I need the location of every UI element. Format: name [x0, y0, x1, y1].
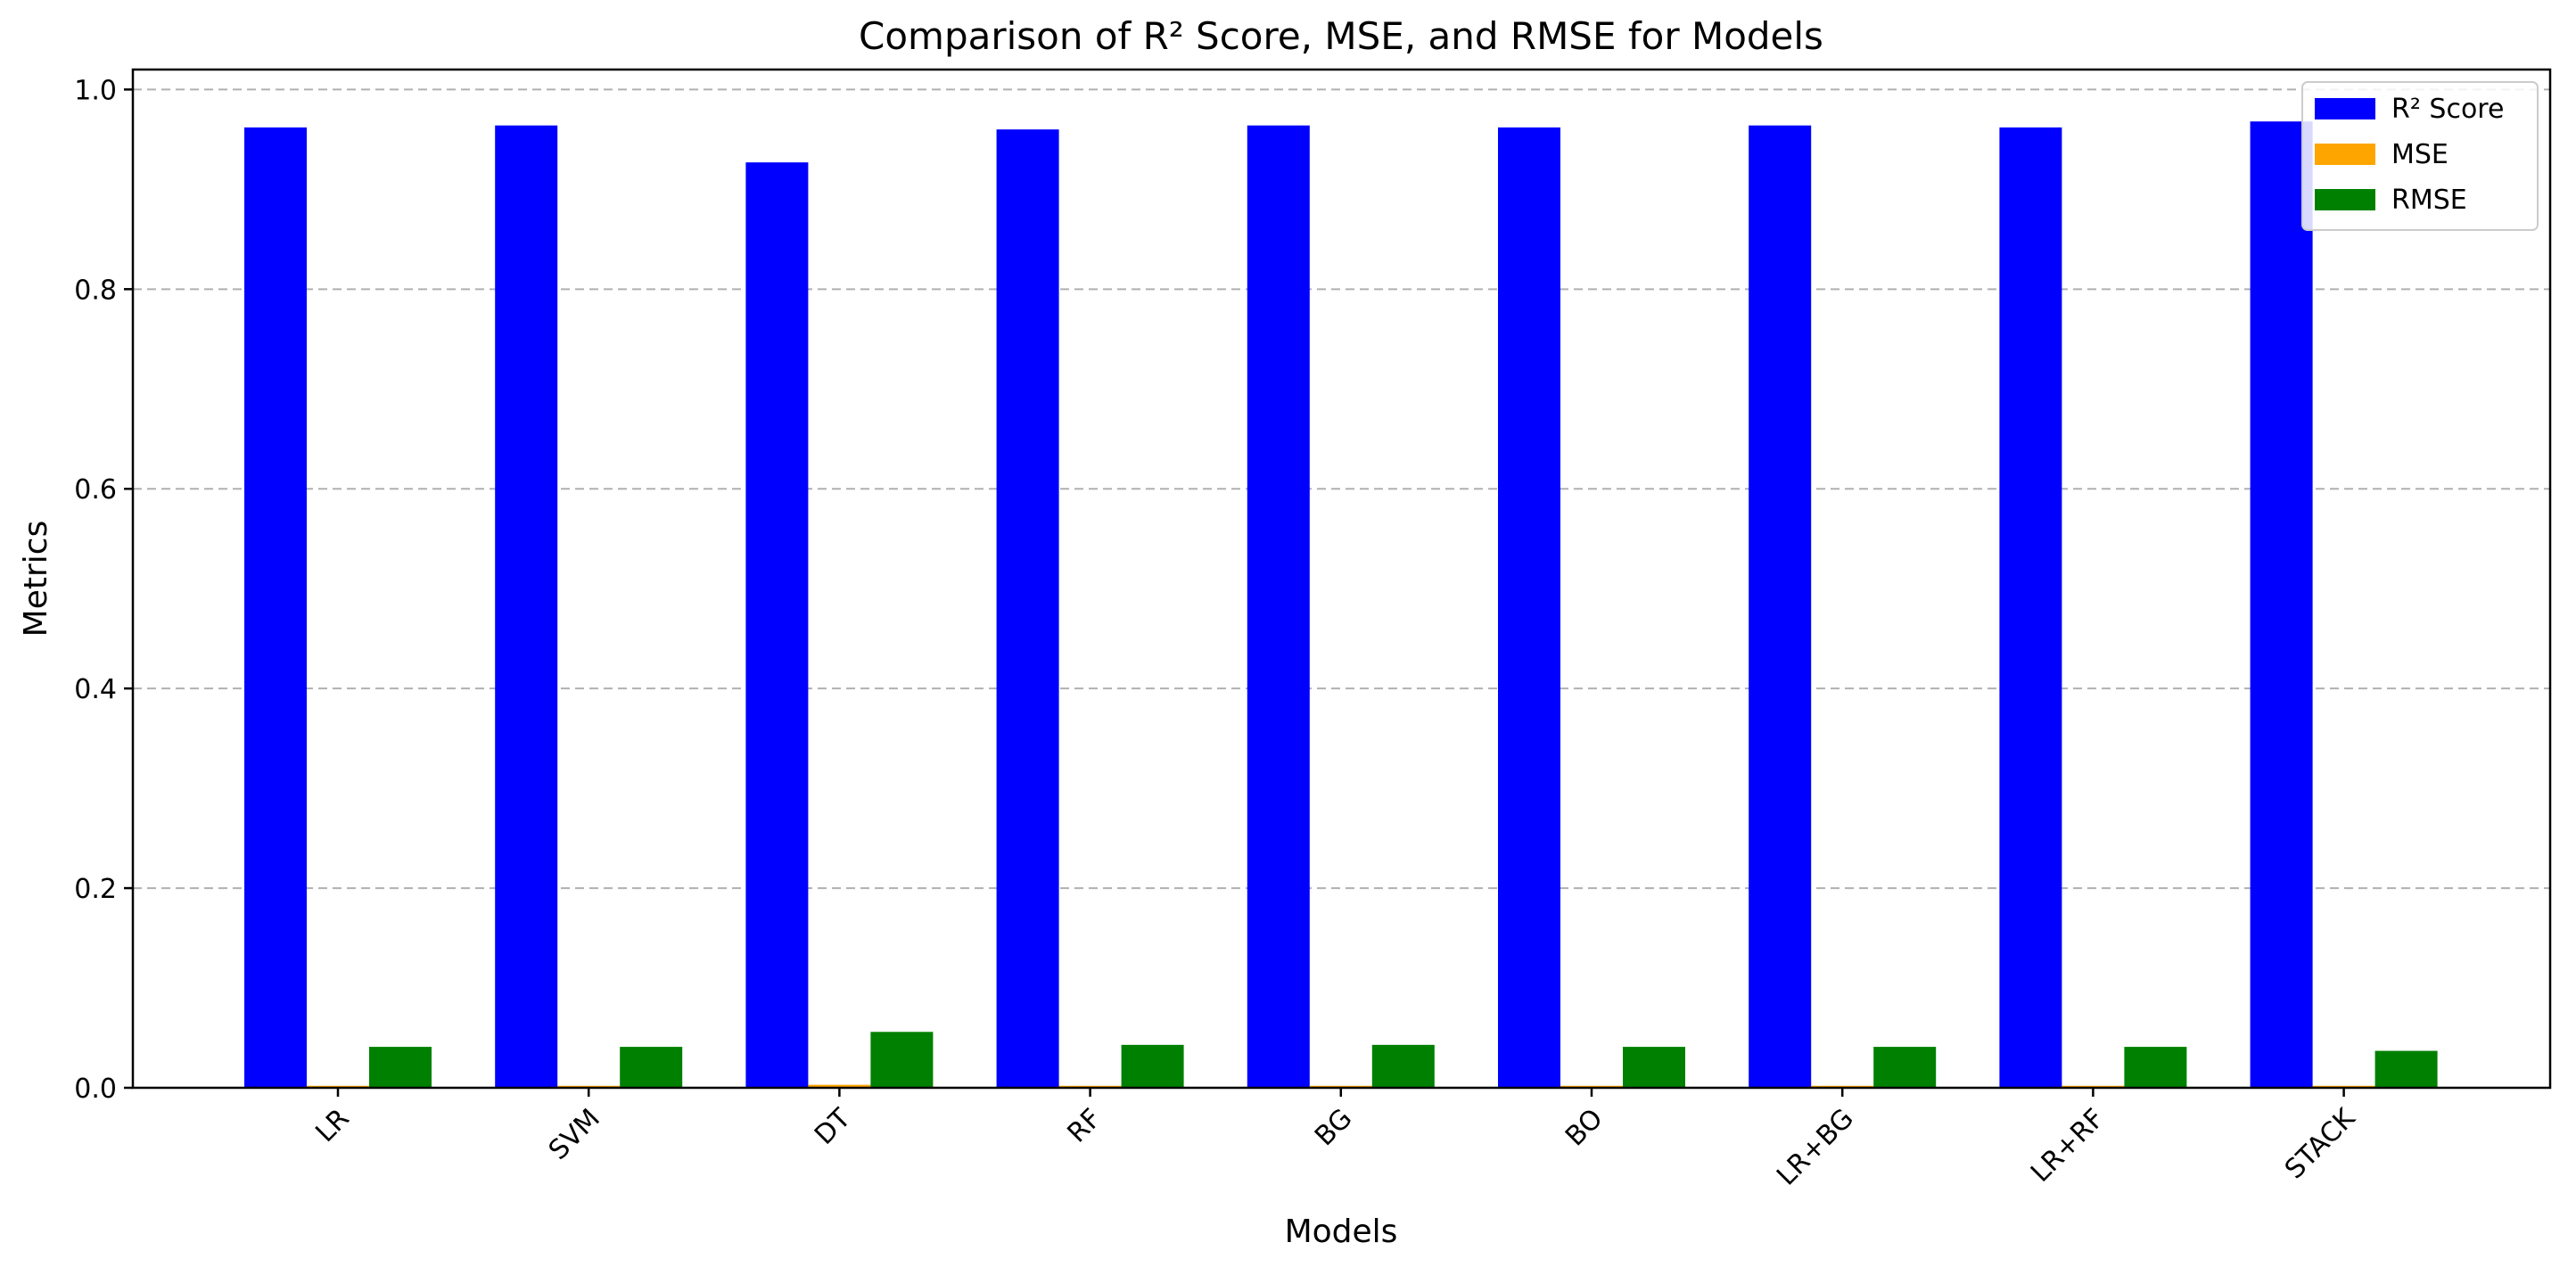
bar-r2-score-lr-rf [1999, 127, 2062, 1088]
legend-swatch-r2-score [2315, 98, 2375, 119]
x-tick-label-lr-rf: LR+RF [2025, 1103, 2111, 1189]
bar-r2-score-svm [495, 125, 558, 1089]
legend-swatch-mse [2315, 144, 2375, 165]
bar-rmse-lr-bg [1873, 1047, 1937, 1088]
bar-rmse-stack [2374, 1050, 2438, 1088]
y-tick-label: 0.0 [74, 1074, 117, 1105]
bar-rmse-rf [1121, 1044, 1184, 1088]
x-tick-label-bg: BG [1309, 1103, 1358, 1152]
bar-r2-score-rf [996, 129, 1059, 1088]
chart-title: Comparison of R² Score, MSE, and RMSE fo… [859, 14, 1823, 58]
x-axis-ticks: LR SVM DT RF BG BO LR+BG LR+RF STACK [309, 1088, 2362, 1192]
bar-rmse-lr-rf [2124, 1047, 2187, 1088]
legend-label-mse: MSE [2391, 139, 2448, 170]
bar-rmse-dt [870, 1032, 934, 1088]
bar-mse-dt [808, 1084, 871, 1088]
x-tick-label-dt: DT [809, 1102, 858, 1151]
bar-r2-score-lr [244, 127, 307, 1088]
y-tick-label: 0.2 [74, 874, 117, 905]
y-axis-ticks: 0.0 0.2 0.4 0.6 0.8 1.0 [74, 75, 133, 1105]
x-tick-label-bo: BO [1560, 1103, 1609, 1153]
legend-swatch-rmse [2315, 189, 2375, 210]
legend: R² Score MSE RMSE [2301, 81, 2539, 231]
legend-label-rmse: RMSE [2391, 185, 2467, 216]
x-tick-label-lr-bg: LR+BG [1771, 1103, 1860, 1192]
bar-r2-score-dt [745, 162, 809, 1088]
bar-rmse-bo [1623, 1047, 1685, 1088]
x-tick-label-stack: STACK [2279, 1102, 2362, 1185]
x-axis-label: Models [1285, 1214, 1398, 1250]
legend-label-r2-score: R² Score [2391, 94, 2504, 125]
bar-rmse-bg [1371, 1044, 1435, 1088]
x-tick-label-rf: RF [1062, 1103, 1108, 1149]
y-axis-label: Metrics [18, 521, 54, 638]
bar-rmse-lr [369, 1047, 432, 1088]
y-tick-label: 0.6 [74, 474, 117, 506]
bar-r2-score-bo [1498, 127, 1560, 1088]
bar-r2-score-lr-bg [1749, 125, 1812, 1089]
bar-r2-score-bg [1247, 125, 1310, 1089]
bar-r2-score-stack [2250, 121, 2313, 1088]
x-tick-label-svm: SVM [543, 1103, 606, 1166]
x-tick-label-lr: LR [309, 1103, 355, 1148]
y-tick-label: 0.4 [74, 674, 117, 705]
bars [244, 121, 2438, 1089]
y-tick-label: 0.8 [74, 275, 117, 306]
y-tick-label: 1.0 [74, 75, 117, 106]
bar-rmse-svm [620, 1047, 683, 1088]
